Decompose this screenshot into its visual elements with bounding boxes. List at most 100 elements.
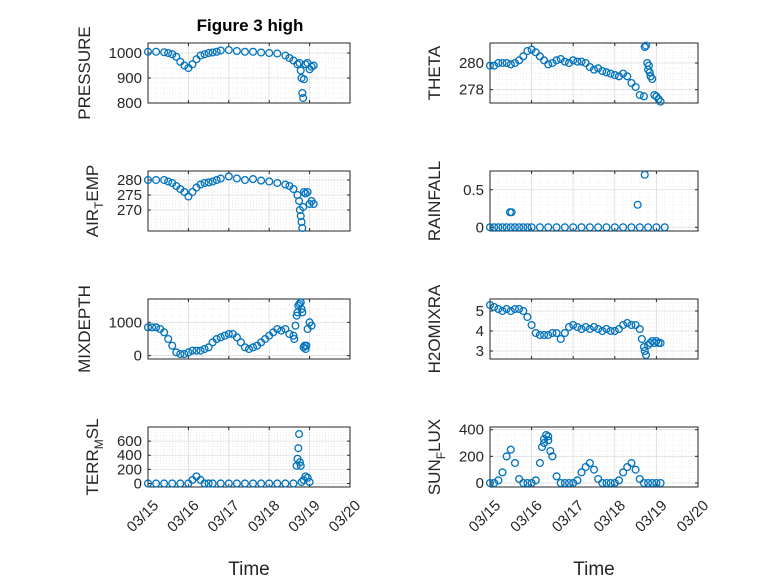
- pressure-marker: [298, 88, 307, 98]
- theta-marker: [552, 56, 561, 65]
- theta-marker: [502, 58, 511, 68]
- pressure-marker: [188, 60, 197, 69]
- sun_flux-marker: [531, 476, 540, 485]
- pressure-marker: [232, 46, 241, 56]
- theta-y-axis-label-main: THETA: [425, 45, 444, 100]
- terr_msl-y-tick-label: 0: [134, 475, 142, 492]
- sun_flux-marker: [581, 462, 590, 472]
- air_temp-marker: [196, 180, 205, 189]
- rainfall-marker: [640, 170, 649, 179]
- air_temp-marker: [212, 175, 221, 185]
- rainfall-marker: [602, 223, 611, 232]
- pressure-marker: [299, 93, 308, 103]
- h2omixra-marker: [573, 322, 582, 332]
- figure-title: Figure 3 high: [197, 16, 304, 35]
- sun_flux-marker: [502, 452, 511, 461]
- pressure-marker: [160, 48, 169, 57]
- mixdepth-marker: [232, 333, 241, 342]
- pressure-marker: [200, 50, 209, 59]
- theta-marker: [598, 66, 607, 76]
- mixdepth-marker: [290, 334, 299, 344]
- sun_flux-marker: [589, 465, 599, 474]
- sun_flux-y-axis-label: SUNFLUX: [425, 419, 448, 495]
- theta-marker: [610, 70, 619, 80]
- h2omixra-marker: [498, 306, 507, 316]
- rainfall-marker: [485, 223, 495, 232]
- theta-marker: [564, 58, 574, 68]
- h2omixra-marker: [523, 312, 532, 322]
- sun_flux-marker: [540, 438, 549, 448]
- sun_flux-marker: [602, 478, 611, 488]
- terr_msl-x-axis-label: Time: [228, 559, 270, 580]
- mixdepth-marker: [180, 349, 189, 359]
- pressure-y-axis-label: PRESSURE: [75, 26, 94, 120]
- sun_flux-marker: [556, 478, 565, 488]
- air_temp-marker: [180, 187, 189, 197]
- terr_msl-marker: [248, 479, 258, 488]
- theta-marker: [510, 58, 520, 68]
- sun_flux-marker: [644, 478, 653, 488]
- h2omixra-marker: [531, 328, 540, 338]
- sun_flux-y-tick-label: 0: [476, 475, 484, 492]
- theta-marker: [648, 74, 657, 84]
- pressure-marker: [240, 47, 250, 56]
- theta-marker: [641, 41, 651, 50]
- rainfall-marker: [535, 223, 544, 232]
- theta-marker: [494, 58, 503, 68]
- h2omixra-marker: [637, 334, 646, 344]
- theta-marker: [569, 56, 578, 65]
- h2omixra-marker: [490, 302, 499, 312]
- mixdepth-marker: [220, 331, 229, 340]
- air_temp-marker: [301, 189, 310, 198]
- rainfall-marker: [523, 223, 532, 232]
- sun_flux-marker: [552, 472, 561, 481]
- theta-marker: [645, 68, 654, 77]
- mixdepth-marker: [160, 328, 169, 337]
- sun_flux-marker: [623, 462, 632, 472]
- pressure-marker: [143, 47, 153, 56]
- rainfall-marker: [490, 223, 499, 232]
- air_temp-axes-box: [147, 170, 351, 232]
- sun_flux-marker: [635, 474, 644, 484]
- h2omixra-marker: [606, 326, 615, 336]
- h2omixra-marker: [548, 328, 557, 338]
- pressure-marker: [172, 52, 181, 61]
- mixdepth-marker: [200, 344, 209, 354]
- terr_msl-marker: [232, 479, 241, 488]
- sun_flux-marker: [494, 476, 503, 485]
- sun_flux-marker: [656, 478, 665, 488]
- air_temp-marker: [273, 178, 282, 188]
- sun_flux-marker: [537, 442, 547, 452]
- air_temp-y-axis-label: AIRTEMP: [83, 165, 106, 238]
- h2omixra-marker: [544, 330, 553, 340]
- mixdepth-marker: [196, 346, 205, 355]
- rainfall-marker: [594, 223, 603, 232]
- rainfall-marker: [633, 200, 642, 209]
- sun_flux-marker: [535, 458, 544, 468]
- mixdepth-marker: [301, 344, 310, 354]
- rainfall-marker: [519, 223, 528, 232]
- h2omixra-marker: [610, 326, 619, 336]
- theta-marker: [581, 58, 590, 68]
- air_temp-marker: [298, 223, 307, 233]
- pressure-marker: [281, 51, 290, 60]
- air_temp-y-tick-label: 280: [117, 172, 142, 189]
- h2omixra-marker: [485, 300, 495, 310]
- sun_flux-marker: [523, 478, 532, 488]
- mixdepth-marker: [307, 321, 316, 330]
- sun_flux-plot-area: [490, 427, 698, 487]
- terr_msl-marker: [168, 479, 177, 488]
- terr_msl-marker: [303, 473, 312, 482]
- theta-marker: [635, 90, 644, 100]
- air_temp-marker: [297, 217, 306, 227]
- h2omixra-marker: [627, 320, 636, 330]
- h2omixra-y-tick-label: 4: [476, 323, 484, 340]
- sun_flux-y-tick-label: 200: [459, 448, 484, 465]
- air_temp-marker: [281, 180, 290, 189]
- sun_flux-marker: [585, 458, 594, 468]
- h2omixra-marker: [598, 326, 607, 336]
- h2omixra-y-axis-label-main: H2OMIXRA: [425, 284, 444, 373]
- theta-marker: [535, 52, 544, 61]
- theta-marker: [589, 65, 599, 74]
- sun_flux-marker: [569, 478, 578, 488]
